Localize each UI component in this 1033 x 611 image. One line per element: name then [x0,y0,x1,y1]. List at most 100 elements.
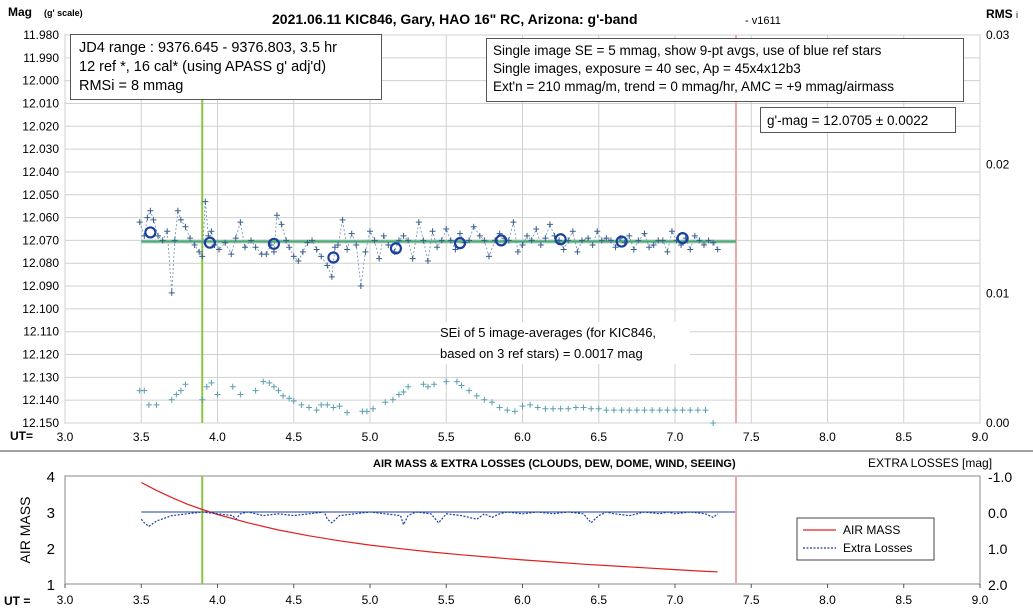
single-image-point [222,239,229,246]
x-tick-label: 4.5 [285,430,302,444]
average-point [554,233,567,246]
rms-point [229,383,236,390]
bottom-y2-tick-label: -1.0 [988,469,1012,485]
rms-point [208,379,215,386]
average-point [327,251,340,264]
jd-range-line-3: RMSi = 8 mmag [79,78,184,94]
rms-point [313,407,320,414]
single-image-point [569,228,576,235]
rms-point [496,404,503,411]
y-tick-label: 12.020 [22,119,59,133]
single-image-point [537,241,544,248]
single-image-point [199,253,206,260]
rms-point [565,405,572,412]
y-tick-label: 12.050 [22,188,59,202]
single-image-point [556,237,563,244]
rms-point [363,408,370,415]
single-image-point [380,232,387,239]
rms-point [649,407,656,414]
x-tick-label: 3.0 [57,430,74,444]
y-tick-label: 12.090 [22,279,59,293]
x-tick-label: 8.5 [895,430,912,444]
single-image-point [313,246,320,253]
single-image-point [696,237,703,244]
single-image-point [334,241,341,248]
single-image-point [668,228,675,235]
rms-point [168,396,175,403]
single-image-point [168,289,175,296]
x-tick-label: 5.0 [362,430,379,444]
rms-point [344,409,351,416]
single-image-point [353,241,360,248]
single-image-point [400,232,407,239]
y-tick-label: 12.120 [22,348,59,362]
single-image-point [510,219,517,226]
rms-point [237,391,244,398]
rms-point [710,420,717,426]
rms-point [687,407,694,414]
single-image-point [603,235,610,242]
single-image-point [714,246,721,253]
rms-point [702,407,709,414]
bottom-y-tick-label: 2 [47,541,55,558]
single-image-point [263,251,270,258]
settings-line-3: Ext'n = 210 mmag/m, trend = 0 mmag/hr, A… [493,79,894,94]
bottom-x-tick-label: 7.0 [667,593,684,607]
rms-point [370,405,377,412]
average-point [389,242,403,255]
bottom-y2-axis-label: EXTRA LOSSES [mag] [868,456,992,470]
bottom-y-tick-label: 3 [47,505,55,522]
single-image-point [191,241,198,248]
rms-point [572,404,579,411]
single-image-point [429,228,436,235]
rms-point [641,407,648,414]
single-image-point [367,228,373,235]
y-tick-label: 12.040 [22,165,59,179]
x-tick-label: 7.5 [743,430,760,444]
settings-line-2: Single images, exposure = 40 sec, Ap = 4… [493,61,801,76]
average-point [267,237,281,250]
x-tick-label: 8.0 [819,430,836,444]
bottom-x-tick-label: 5.0 [362,593,379,607]
single-image-point [542,235,549,242]
single-image-point [150,216,157,223]
chart-title: 2021.06.11 KIC846, Gary, HAO 16" RC, Ari… [272,11,638,27]
single-image-point [208,228,215,235]
rms-point [214,391,221,398]
extra-losses-line [140,511,719,528]
average-point [495,234,508,247]
single-image-point [589,241,596,248]
airmass-panel: AIR MASS & EXTRA LOSSES (CLOUDS, DEW, DO… [0,450,1033,608]
y-tick-label: 11.990 [23,51,59,65]
single-image-point [466,237,473,244]
rms-point [466,387,473,394]
single-image-point [171,237,178,244]
y-tick-label: 12.060 [22,211,59,225]
legend-box [796,517,935,561]
single-image-point [607,237,614,244]
single-image-point [438,237,445,244]
rms-point [473,392,480,399]
rms-point [694,407,701,414]
single-image-point [371,237,378,244]
single-image-point [304,239,311,246]
single-image-point [237,219,244,226]
jd-range-box: JD4 range : 9376.645 - 9376.803, 3.5 hr … [70,34,382,100]
y2-tick-label: 0.02 [986,157,1010,171]
rms-point [611,407,617,414]
single-image-point [664,248,671,255]
single-image-point [273,212,280,219]
bottom-x-tick-label: 3.5 [133,593,150,607]
rms-point [324,401,331,408]
single-image-point [528,237,535,244]
single-image-point [700,241,707,248]
rms-point [203,383,210,390]
single-image-point [415,219,422,226]
single-image-point [560,246,567,253]
single-image-point [420,237,427,244]
single-image-point [155,232,162,239]
bottom-y2-tick-label: 1.0 [988,541,1008,557]
single-image-point [241,244,248,251]
bottom-y2-tick-label: 0.0 [988,505,1008,521]
rms-point [424,383,431,390]
